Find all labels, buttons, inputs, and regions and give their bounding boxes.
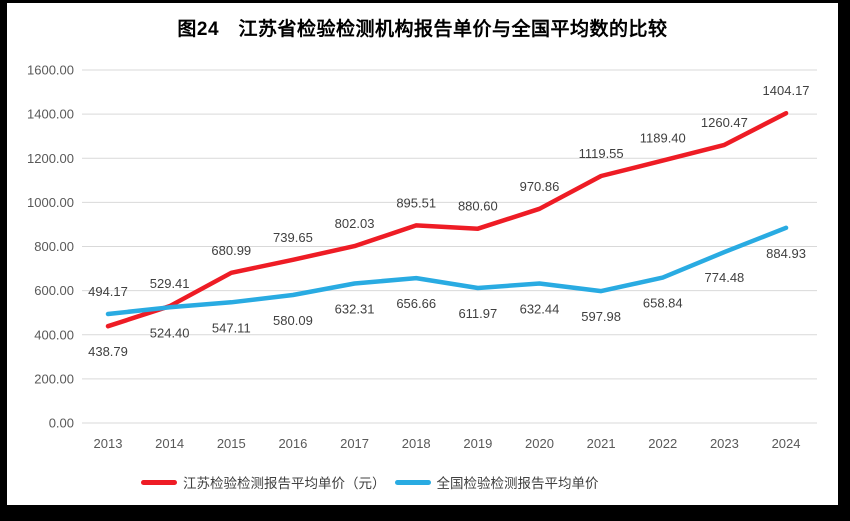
x-axis-tick-label: 2017	[340, 436, 369, 451]
data-label-national: 774.48	[705, 270, 745, 285]
x-axis-tick-label: 2013	[94, 436, 123, 451]
x-axis-tick-label: 2019	[463, 436, 492, 451]
x-axis-tick-label: 2016	[278, 436, 307, 451]
data-label-jiangsu: 680.99	[211, 243, 251, 258]
data-label-jiangsu: 529.41	[150, 276, 190, 291]
legend-swatch-jiangsu	[141, 479, 177, 485]
data-label-national: 611.97	[458, 306, 497, 321]
data-label-jiangsu: 880.60	[458, 199, 498, 214]
data-label-jiangsu: 1404.17	[763, 83, 810, 98]
data-label-jiangsu: 739.65	[273, 230, 313, 245]
legend-item-jiangsu: 江苏检验检测报告平均单价（元）	[141, 472, 386, 492]
data-label-national: 547.11	[212, 320, 251, 335]
data-label-jiangsu: 895.51	[396, 195, 436, 210]
data-label-jiangsu: 802.03	[335, 216, 375, 231]
series-line-jiangsu	[105, 110, 789, 329]
data-label-national: 597.98	[581, 309, 621, 324]
x-axis-tick-label: 2023	[710, 436, 739, 451]
y-axis-tick-label: 1000.00	[27, 195, 74, 210]
x-axis-tick-label: 2020	[525, 436, 554, 451]
x-axis-tick-label: 2021	[587, 436, 616, 451]
data-label-national: 524.40	[150, 325, 190, 340]
y-axis-tick-label: 400.00	[34, 327, 74, 342]
data-label-national: 494.17	[88, 284, 128, 299]
data-label-national: 658.84	[643, 296, 683, 311]
data-label-national: 656.66	[396, 296, 436, 311]
x-axis-tick-label: 2022	[648, 436, 677, 451]
x-axis-tick-label: 2018	[402, 436, 431, 451]
data-label-national: 580.09	[273, 313, 313, 328]
x-axis-tick-label: 2024	[772, 436, 801, 451]
chart-canvas: 图24 江苏省检验检测机构报告单价与全国平均数的比较 0.00 200.00 400…	[7, 3, 838, 505]
y-axis-tick-label: 1600.00	[27, 63, 74, 78]
x-axis-tick-label: 2015	[217, 436, 246, 451]
legend-label-national: 全国检验检测报告平均单价	[436, 476, 599, 491]
data-label-national: 884.93	[766, 246, 806, 261]
y-axis-tick-label: 200.00	[34, 371, 74, 386]
data-label-jiangsu: 970.86	[520, 179, 560, 194]
x-axis-tick-label: 2014	[155, 436, 184, 451]
line-chart: 0.00 200.00 400.00 600.00 800.00 1000.00 1200.…	[27, 63, 817, 451]
data-label-jiangsu: 438.79	[88, 344, 128, 359]
chart-title: 图24 江苏省检验检测机构报告单价与全国平均数的比较	[177, 19, 668, 40]
y-axis-tick-label: 800.00	[34, 239, 74, 254]
data-label-jiangsu: 1260.47	[701, 115, 748, 130]
y-axis-tick-label: 0.00	[49, 416, 74, 431]
legend-swatch-national	[394, 479, 431, 485]
legend-item-national: 全国检验检测报告平均单价	[394, 472, 599, 492]
data-label-national: 632.31	[335, 301, 375, 316]
y-axis-tick-label: 600.00	[34, 283, 74, 298]
y-axis-tick-label: 1200.00	[27, 151, 74, 166]
data-label-jiangsu: 1189.40	[640, 131, 686, 146]
y-axis-tick-label: 1400.00	[27, 107, 74, 122]
series-line-national	[105, 225, 789, 317]
data-label-national: 632.44	[520, 301, 560, 316]
legend-label-jiangsu: 江苏检验检测报告平均单价（元）	[183, 476, 386, 491]
data-label-jiangsu: 1119.55	[579, 146, 624, 161]
chart-legend: 江苏检验检测报告平均单价（元） 全国检验检测报告平均单价	[141, 471, 599, 493]
